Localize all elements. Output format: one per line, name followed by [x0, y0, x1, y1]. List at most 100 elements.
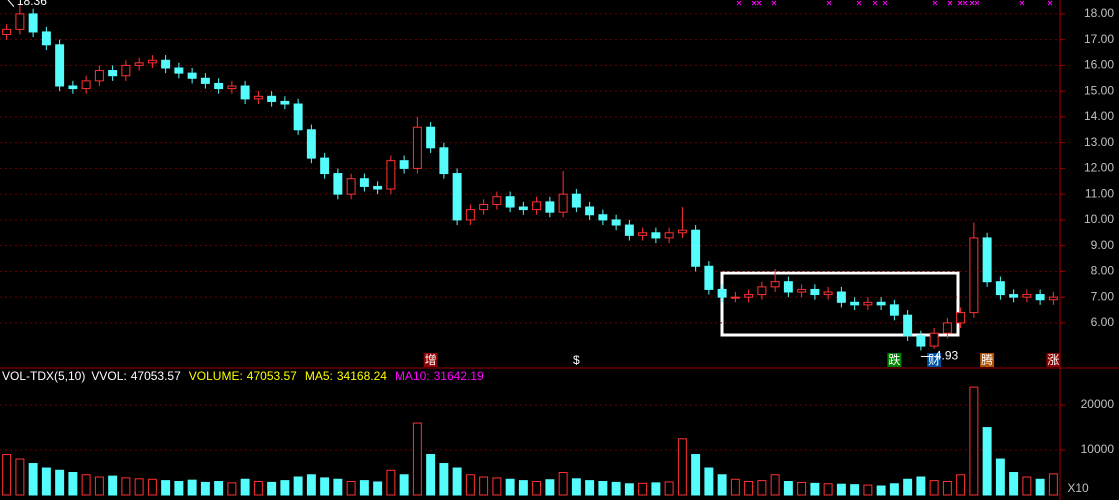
candle-body	[757, 286, 767, 296]
candle-body	[1048, 296, 1058, 301]
volume-bar	[651, 482, 661, 496]
volume-bar	[810, 482, 820, 496]
candle-body	[227, 85, 237, 90]
candle-body	[41, 31, 51, 46]
volume-bar	[15, 458, 25, 496]
indicator-name: VOLUME:	[189, 369, 243, 383]
marker-bg	[887, 353, 902, 367]
candle-body	[306, 129, 316, 159]
volume-bar	[227, 482, 237, 496]
signal-crosses	[736, 0, 1053, 6]
candle-body	[783, 281, 793, 293]
volume-bar	[94, 476, 104, 496]
volume-bar	[1022, 476, 1032, 496]
indicator-name: MA10:	[395, 369, 430, 383]
candle-body	[320, 157, 330, 175]
volume-bar	[465, 474, 475, 496]
volume-bar	[479, 476, 489, 496]
candle-body	[823, 291, 833, 296]
volume-bar	[982, 427, 992, 496]
volume-bar	[426, 454, 436, 496]
volume-bar	[691, 454, 701, 496]
event-marker: $	[573, 353, 580, 367]
candle-body	[916, 335, 926, 347]
candle-body	[1035, 294, 1045, 301]
volume-bar	[717, 474, 727, 496]
candle-body	[492, 196, 502, 205]
candle-body	[942, 322, 952, 334]
candle-body	[359, 178, 369, 187]
candle-body	[81, 80, 91, 90]
candle-body	[108, 70, 118, 77]
volume-bar	[214, 481, 224, 496]
candle-body	[545, 201, 555, 213]
volume-bar	[611, 481, 621, 496]
volume-bar	[730, 478, 740, 496]
volume-bar	[969, 386, 979, 496]
candle-body	[571, 193, 581, 208]
volume-bar	[373, 481, 383, 496]
volume-bar	[889, 483, 899, 496]
candle-body	[161, 59, 171, 69]
candle-body	[174, 67, 184, 74]
volume-bar	[677, 438, 687, 496]
volume-bar	[585, 480, 595, 496]
candle-body	[836, 291, 846, 303]
candle-body	[147, 59, 157, 64]
candle-body	[187, 72, 197, 79]
event-marker: 腾	[981, 352, 993, 367]
candle-body	[399, 160, 409, 169]
volume-bar	[55, 469, 65, 496]
candle-body	[1009, 294, 1019, 298]
candle-body	[903, 314, 913, 337]
volume-bar	[638, 482, 648, 496]
volume-bar	[399, 474, 409, 496]
high-label: 18.36	[17, 0, 47, 8]
volume-bar	[942, 481, 952, 496]
volume-bar	[995, 458, 1005, 496]
volume-bar	[505, 478, 515, 496]
candle-body	[253, 95, 263, 100]
candle-body	[889, 304, 899, 316]
volume-bar	[108, 475, 118, 496]
y-tick-label: 15.00	[1084, 83, 1114, 97]
unit-label: X10	[1067, 481, 1089, 495]
candle-body	[810, 288, 820, 296]
volume-bar	[174, 481, 184, 496]
volume-bar	[28, 463, 38, 496]
volume-bar	[1009, 472, 1019, 496]
y-tick-label: 14.00	[1084, 109, 1114, 123]
candle-body	[956, 312, 966, 324]
candle-body	[28, 13, 38, 33]
y-tick-label: 18.00	[1084, 6, 1114, 20]
candle-body	[638, 232, 648, 236]
candle-body	[585, 206, 595, 216]
candle-body	[200, 77, 210, 84]
volume-bar	[293, 476, 303, 496]
candle-body	[426, 126, 436, 149]
candle-body	[929, 332, 939, 347]
volume-bar	[1035, 478, 1045, 496]
y-tick-label: 20000	[1081, 397, 1115, 411]
candle-body	[730, 296, 740, 299]
volume-bar	[532, 481, 542, 496]
candle-body	[465, 209, 475, 221]
candle-body	[373, 185, 383, 190]
candle-body	[94, 70, 104, 82]
candle-body	[280, 100, 290, 105]
candle-body	[15, 13, 25, 30]
candle-body	[982, 237, 992, 283]
volume-bar	[200, 481, 210, 496]
candle-body	[121, 64, 131, 77]
volume-bar	[783, 481, 793, 496]
event-marker: 增	[425, 353, 437, 367]
volume-bar	[187, 479, 197, 496]
y-tick-label: 9.00	[1091, 238, 1115, 252]
candle-body	[68, 85, 78, 90]
volume-bar	[823, 483, 833, 496]
volume-bar	[346, 481, 356, 496]
volume-bar	[916, 476, 926, 496]
volume-bar	[253, 481, 263, 496]
volume-bar	[571, 478, 581, 496]
